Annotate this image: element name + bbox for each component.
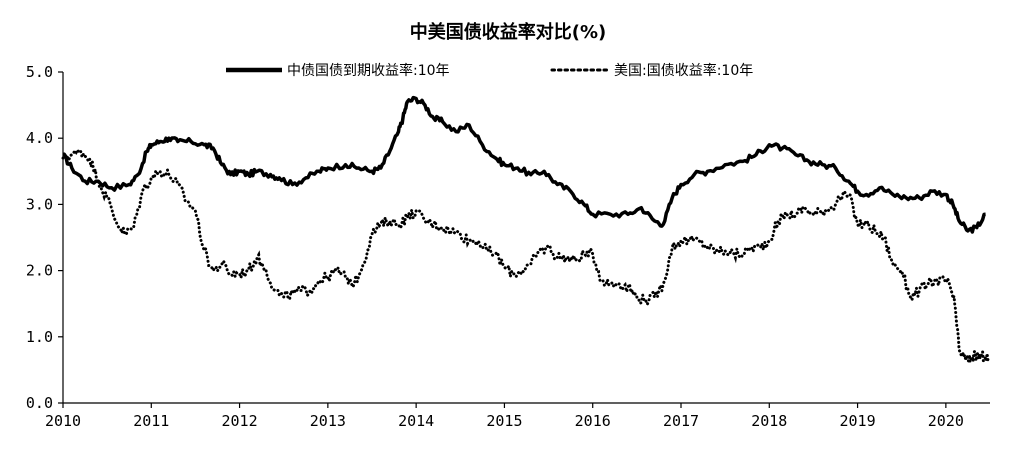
x-tick-label: 2015 — [486, 412, 522, 430]
y-tick-label: 2.0 — [26, 262, 53, 280]
legend: 中债国债到期收益率:10年 美国:国债收益率:10年 — [226, 62, 753, 79]
y-tick-label: 1.0 — [26, 328, 53, 346]
legend-label-us-10y: 美国:国债收益率:10年 — [614, 62, 753, 79]
x-tick-label: 2013 — [310, 412, 346, 430]
x-tick-label: 2019 — [840, 412, 876, 430]
x-tick-label: 2010 — [45, 412, 81, 430]
x-tick-label: 2011 — [133, 412, 169, 430]
x-tick-label: 2012 — [222, 412, 258, 430]
series-line-cn-10y — [62, 95, 986, 234]
y-tick-label: 5.0 — [26, 63, 53, 81]
chart-title: 中美国债收益率对比(%) — [410, 21, 607, 43]
axes — [62, 72, 990, 404]
x-tick-label: 2014 — [398, 412, 434, 430]
legend-label-cn-10y: 中债国债到期收益率:10年 — [287, 62, 450, 79]
y-tick-label: 3.0 — [26, 195, 53, 213]
series-line-us-10y — [61, 146, 992, 366]
y-axis-ticks: 5.0 4.0 3.0 2.0 1.0 0.0 — [26, 63, 63, 412]
x-tick-label: 2016 — [575, 412, 611, 430]
x-tick-label: 2017 — [663, 412, 699, 430]
x-tick-label: 2018 — [751, 412, 787, 430]
series-layer — [61, 95, 992, 366]
y-tick-label: 4.0 — [26, 129, 53, 147]
x-axis-ticks: 2010 2011 2012 2013 2014 2015 2016 2017 2018 2019… — [45, 403, 964, 430]
x-tick-label: 2020 — [928, 412, 964, 430]
y-tick-label: 0.0 — [26, 394, 53, 412]
